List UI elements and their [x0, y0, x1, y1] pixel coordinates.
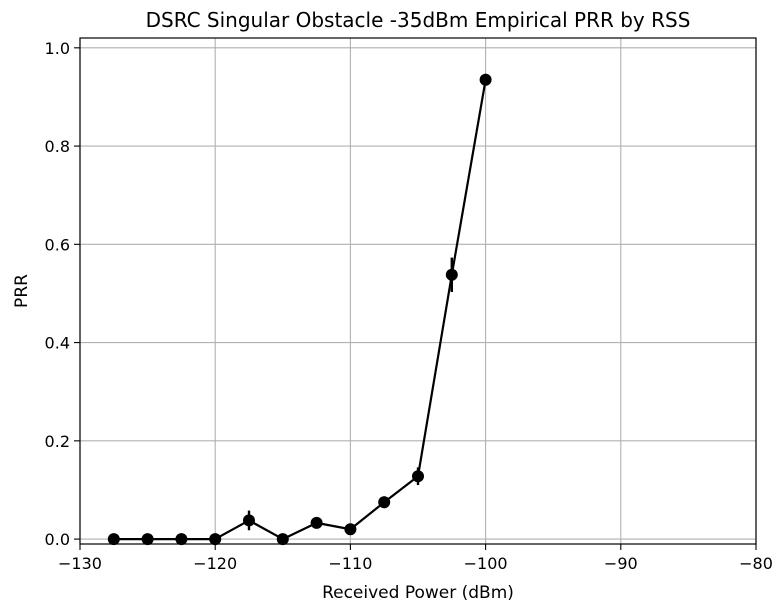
data-point — [276, 533, 289, 546]
y-tick-label: 0.8 — [45, 137, 70, 156]
x-tick-label: −90 — [604, 554, 638, 573]
y-tick-label: 0.6 — [45, 235, 70, 254]
x-tick-label: −110 — [328, 554, 372, 573]
x-tick-label: −80 — [739, 554, 773, 573]
y-tick-label: 1.0 — [45, 39, 70, 58]
data-point — [175, 533, 188, 546]
data-point — [141, 533, 154, 546]
x-tick-label: −120 — [193, 554, 237, 573]
data-point — [378, 496, 391, 509]
x-axis-ticks: −130 −120 −110 −100 −90 −80 — [58, 544, 773, 573]
series-layer — [107, 73, 492, 546]
x-tick-label: −100 — [464, 554, 508, 573]
x-axis-label: Received Power (dBm) — [322, 583, 514, 603]
y-axis-label: PRR — [12, 274, 32, 308]
data-point — [412, 470, 424, 483]
chart-title: DSRC Singular Obstacle -35dBm Empirical … — [146, 8, 691, 32]
plot-frame — [79, 37, 757, 545]
data-point — [243, 514, 255, 527]
y-axis-ticks: 0.0 0.2 0.4 0.6 0.8 1.0 — [45, 39, 80, 549]
data-point — [479, 73, 492, 86]
y-tick-label: 0.0 — [45, 530, 70, 549]
data-point — [310, 516, 323, 529]
x-tick-label: −130 — [58, 554, 102, 573]
y-tick-label: 0.4 — [45, 334, 70, 353]
data-point — [445, 268, 458, 281]
plot-background — [80, 38, 756, 544]
data-point — [344, 523, 357, 536]
y-tick-label: 0.2 — [45, 432, 70, 451]
data-point — [107, 533, 120, 546]
data-point — [209, 533, 222, 546]
y-gridlines — [80, 47, 756, 540]
